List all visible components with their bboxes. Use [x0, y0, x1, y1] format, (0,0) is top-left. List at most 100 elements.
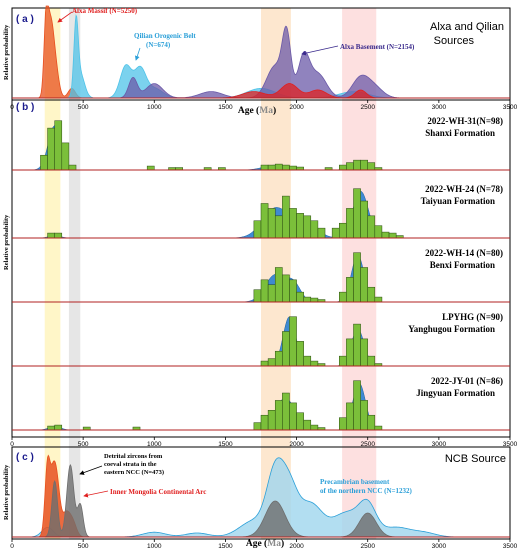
panel-b-frame [11, 99, 511, 438]
histogram-bar-0-2 [54, 120, 63, 171]
sample-name-2: 2022-WH-14 (N=80) [425, 248, 503, 258]
x-tick-label-2000: 2000 [289, 543, 304, 550]
panel-c-ylabel: Relative probability [3, 464, 10, 520]
x-tick-label-2000: 2000 [289, 104, 304, 111]
histogram-bar-2-4 [282, 274, 290, 303]
panel-b-ylabel: Relative probability [3, 214, 10, 270]
alxa-massif-label: Alxa Massif (N=5250) [72, 7, 138, 15]
histogram-bar-3-2 [274, 350, 283, 367]
panel-b-tag: ( b ) [16, 102, 34, 113]
histogram-row-3: LPYHG (N=90) Yanghugou Formation [12, 312, 510, 367]
precambrian-label-line2: of the northern NCC (N=1232) [320, 487, 413, 495]
x-tick-label-2500: 2500 [360, 441, 375, 448]
x-tick-label-3500: 3500 [503, 441, 518, 448]
x-axis-label-a: Age (Ma) [238, 105, 276, 116]
detrital-arrow [79, 465, 103, 475]
histogram-bar-1-17 [367, 215, 376, 239]
histogram-bar-0-18 [346, 162, 354, 171]
histogram-bar-0-1 [47, 127, 55, 171]
histogram-bar-1-14 [346, 208, 354, 239]
sample-name-3: LPYHG (N=90) [442, 312, 503, 322]
formation-name-2: Benxi Formation [430, 260, 495, 270]
x-tick-label-3000: 3000 [432, 543, 447, 550]
histogram-bar-3-13 [367, 355, 376, 367]
histogram-bar-3-11 [353, 323, 361, 367]
x-tick-label-500: 500 [78, 104, 89, 111]
formation-name-1: Taiyuan Formation [421, 196, 495, 206]
panel-c-ticks: 0 500 1000 1500 2000 2500 3000 3500 [10, 539, 518, 550]
panel-a-tag: ( a ) [16, 14, 34, 25]
precambrian-label-line1: Precambrian basement [320, 478, 390, 486]
histogram-bar-4-10 [296, 412, 304, 431]
x-tick-label-1500: 1500 [218, 104, 233, 111]
panel-c-tag: ( c ) [16, 452, 34, 463]
x-axis-label-c: Age (Ma) [246, 538, 284, 549]
imca-label: Inner Mongolia Continental Arc [110, 488, 206, 496]
histogram-bar-2-12 [353, 252, 361, 303]
histogram-bar-2-8 [310, 297, 319, 303]
histogram-bar-1-15 [353, 188, 361, 239]
histogram-bar-2-11 [346, 277, 354, 303]
histogram-bar-4-17 [360, 400, 368, 431]
x-tick-label-500: 500 [78, 441, 89, 448]
x-tick-label-2500: 2500 [360, 104, 375, 111]
histogram-row-0: 2022-WH-31(N=98) Shanxi Formation [12, 116, 510, 171]
sample-name-1: 2022-WH-24 (N=78) [425, 184, 503, 194]
qilian-label-line1: Qilian Orogenic Belt [134, 32, 196, 40]
formation-name-4: Jingyuan Formation [416, 388, 495, 398]
qilian-arrow [134, 47, 141, 61]
alxa-basement-label: Alxa Basement (N=2154) [340, 43, 415, 51]
detrital-label-line1: Detrital zircons from [104, 453, 163, 460]
detrital-label-line2: coeval strata in the [104, 461, 157, 468]
histogram-bar-0-10 [260, 164, 269, 171]
histogram-bar-4-1 [54, 424, 63, 431]
histogram-bar-1-9 [303, 215, 312, 239]
x-tick-label-3500: 3500 [503, 543, 518, 550]
histogram-bar-3-0 [260, 360, 269, 367]
histogram-bar-1-11 [317, 227, 326, 239]
histogram-bar-2-6 [296, 291, 304, 303]
histogram-bar-2-15 [374, 296, 383, 303]
histogram-bar-2-10 [339, 291, 347, 303]
histogram-bar-1-1 [54, 232, 63, 239]
histogram-bar-2-2 [267, 284, 276, 303]
histogram-bar-2-3 [274, 267, 283, 303]
histogram-bar-4-5 [260, 414, 269, 431]
x-tick-label-2500: 2500 [360, 543, 375, 550]
histogram-bar-1-0 [47, 232, 55, 239]
histogram-bar-4-14 [339, 417, 347, 431]
histogram-bar-0-20 [360, 159, 368, 171]
x-tick-label-2000: 2000 [289, 441, 304, 448]
panel-a-title-line2: Sources [434, 35, 475, 47]
alxa-basement-arrow [301, 45, 339, 56]
histogram-bar-0-11 [267, 164, 276, 171]
x-tick-label-1000: 1000 [147, 104, 162, 111]
panel-a-ylabel: Relative probability [3, 24, 10, 80]
panel-b-ticks: 0 500 1000 1500 2000 2500 3000 3500 [10, 437, 518, 448]
histogram-bar-2-1 [260, 279, 269, 303]
histogram-bar-1-19 [381, 231, 390, 239]
histogram-bar-1-10 [310, 220, 319, 239]
formation-name-0: Shanxi Formation [425, 128, 495, 138]
histogram-bar-1-18 [374, 225, 383, 239]
histogram-bar-2-0 [253, 289, 262, 303]
imca-arrow [83, 490, 109, 498]
histogram-bar-0-0 [40, 154, 48, 171]
histogram-bar-0-3 [61, 142, 70, 171]
histogram-bar-2-5 [289, 279, 297, 303]
sample-name-0: 2022-WH-31(N=98) [427, 116, 503, 126]
histogram-bar-1-13 [339, 222, 347, 239]
histogram-bar-2-7 [303, 296, 312, 303]
histogram-bar-3-5 [296, 341, 304, 367]
histogram-bar-3-9 [339, 355, 347, 367]
histogram-bar-1-5 [274, 215, 283, 239]
qilian-label-line2: (N=674) [146, 41, 171, 49]
histogram-bar-4-12 [310, 424, 319, 431]
histogram-bar-1-20 [388, 232, 397, 239]
histogram-bar-0-14 [289, 165, 297, 171]
x-tick-label-0: 0 [10, 441, 14, 448]
histogram-bar-3-6 [303, 355, 312, 367]
histogram-bar-1-6 [282, 195, 290, 239]
histogram-bar-3-10 [346, 338, 354, 367]
panel-b: Relative probability ( b ) 2022-WH-31(N=… [3, 99, 518, 448]
